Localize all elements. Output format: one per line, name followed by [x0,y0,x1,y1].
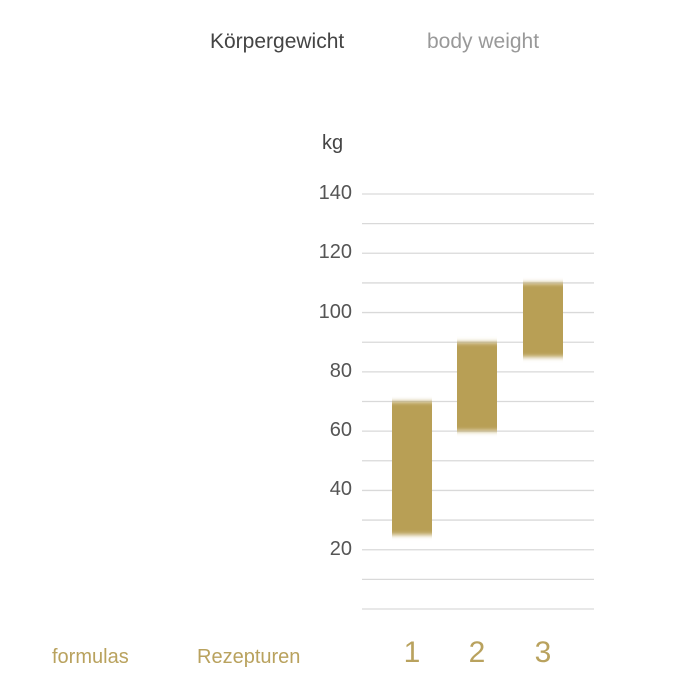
x-tick-label: 1 [403,636,421,669]
y-tick-label: 120 [318,241,352,264]
y-tick-label: 60 [329,419,352,442]
range-bar-1 [392,401,432,535]
y-tick-label: 20 [329,537,352,560]
legend-formulas: formulas [52,646,129,668]
title-english: body weight [427,30,540,53]
range-bar-3 [523,282,563,358]
y-tick-label: 40 [329,478,352,501]
y-tick-label: 140 [318,182,352,204]
x-tick-label: 3 [534,636,552,669]
y-tick-label: 100 [318,300,352,323]
x-tick-label: 2 [468,636,486,669]
legend-rezepturen: Rezepturen [197,646,301,668]
y-tick-label: 80 [329,359,352,382]
y-axis-unit: kg [322,132,344,154]
range-bar-2 [457,342,497,432]
title-german: Körpergewicht [210,30,345,53]
